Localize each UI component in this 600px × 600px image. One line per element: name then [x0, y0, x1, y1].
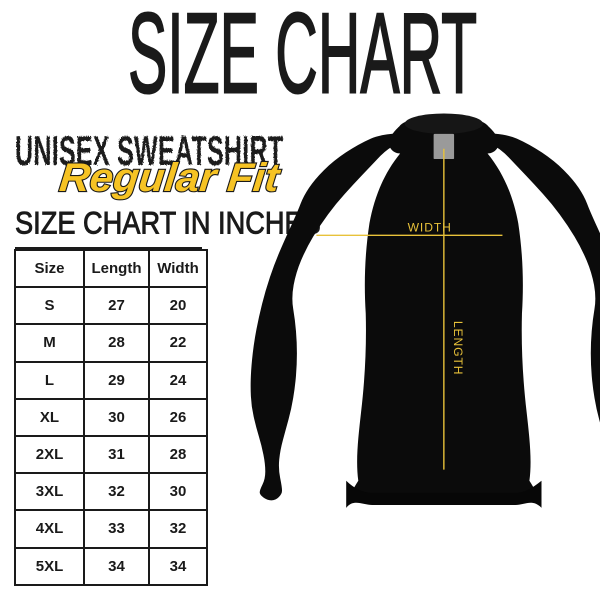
svg-text:WIDTH: WIDTH: [408, 221, 452, 235]
svg-text:LENGTH: LENGTH: [451, 321, 465, 376]
